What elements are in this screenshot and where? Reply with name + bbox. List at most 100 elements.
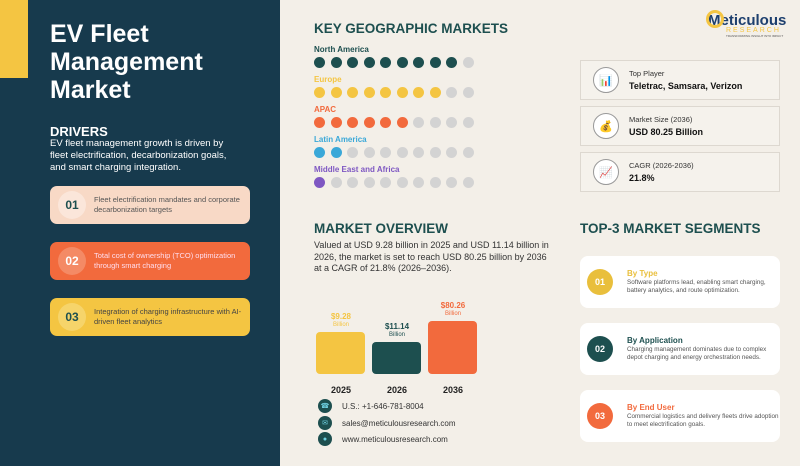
empty-dot	[347, 177, 358, 188]
empty-dot	[429, 177, 441, 188]
phone-text: U.S.: +1-646-781-8004	[342, 401, 424, 411]
driver-text: Total cost of ownership (TCO) optimizati…	[94, 251, 236, 270]
filled-dot	[363, 57, 375, 68]
empty-dot	[363, 147, 375, 158]
bar-value: $11.14	[384, 322, 410, 331]
region-label: North America	[314, 45, 369, 54]
filled-dot	[330, 147, 342, 158]
accent-block	[0, 0, 28, 78]
region-row: Latin America	[314, 135, 474, 158]
bar-2036	[428, 321, 477, 374]
driver-number: 01	[58, 191, 86, 219]
filled-dot	[314, 57, 325, 68]
segment-title: By Application	[627, 336, 683, 345]
driver-card: 02 Total cost of ownership (TCO) optimiza…	[50, 242, 250, 280]
stat-cagr: 📈 CAGR (2026-2036) 21.8%	[580, 152, 780, 192]
empty-dot	[413, 117, 424, 128]
region-row: APAC	[314, 105, 474, 128]
logo: Meticulous RESEARCH TRANSFORMING INSIGHT I…	[706, 10, 787, 38]
empty-dot	[446, 117, 457, 128]
segment-number: 03	[587, 403, 613, 429]
overview-text: Valued at USD 9.28 billion in 2025 and U…	[314, 240, 549, 273]
region-dots	[314, 87, 474, 98]
magnifier-icon	[706, 10, 724, 28]
filled-dot	[380, 87, 391, 98]
empty-dot	[380, 177, 391, 188]
filled-dot	[429, 57, 441, 68]
filled-dot	[314, 87, 325, 98]
stat-label: Top Player	[629, 69, 665, 78]
empty-dot	[380, 147, 391, 158]
region-row: North America	[314, 45, 474, 68]
empty-dot	[429, 117, 441, 128]
driver-card: 03 Integration of charging infrastructure…	[50, 298, 250, 336]
email-text: sales@meticulousresearch.com	[342, 418, 456, 428]
stat-value: 21.8%	[629, 173, 655, 183]
empty-dot	[363, 177, 375, 188]
bar-2026	[372, 342, 421, 374]
driver-text: Integration of charging infrastructure w…	[94, 307, 242, 326]
stat-value: USD 80.25 Billion	[629, 127, 704, 137]
bar-unit: Billion	[388, 332, 405, 338]
segment-text: Commercial logistics and delivery fleets…	[627, 413, 779, 428]
filled-dot	[396, 117, 408, 128]
segment-card: 01 By Type Software platforms lead, enabli…	[580, 256, 780, 308]
empty-dot	[446, 87, 457, 98]
bar-label: $80.26 Billion	[428, 302, 478, 318]
filled-dot	[330, 87, 342, 98]
contact-phone[interactable]: ☎ U.S.: +1-646-781-8004	[318, 399, 424, 413]
empty-dot	[396, 177, 408, 188]
money-bag-icon: 💰	[593, 113, 619, 139]
empty-dot	[462, 87, 474, 98]
globe-icon: ●	[318, 432, 332, 446]
driver-card: 01 Fleet electrification mandates and cor…	[50, 186, 250, 224]
logo-sub: RESEARCH	[726, 27, 781, 34]
empty-dot	[462, 117, 474, 128]
driver-number: 02	[58, 247, 86, 275]
filled-dot	[380, 57, 391, 68]
filled-dot	[314, 117, 325, 128]
left-panel	[0, 0, 280, 466]
bar-value: $9.28	[330, 312, 352, 321]
region-dots	[314, 57, 474, 68]
region-dots	[314, 147, 474, 158]
region-label: Middle East and Africa	[314, 165, 400, 174]
filled-dot	[347, 87, 358, 98]
empty-dot	[462, 177, 474, 188]
filled-dot	[347, 117, 358, 128]
bar-unit: Billion	[332, 322, 349, 328]
empty-dot	[396, 147, 408, 158]
filled-dot	[396, 57, 408, 68]
filled-dot	[413, 87, 424, 98]
segments-heading: TOP-3 MARKET SEGMENTS	[580, 221, 761, 236]
logo-name: Meticulous	[708, 12, 787, 29]
segment-card: 02 By Application Charging management domi…	[580, 323, 780, 375]
stat-value: Teletrac, Samsara, Verizon	[629, 81, 743, 91]
segment-number: 02	[587, 336, 613, 362]
contact-email[interactable]: ✉ sales@meticulousresearch.com	[318, 416, 456, 430]
email-icon: ✉	[318, 416, 332, 430]
region-row: Europe	[314, 75, 474, 98]
drivers-text: EV fleet management growth is driven by …	[50, 138, 227, 173]
x-tick-label: 2036	[442, 385, 464, 395]
web-text: www.meticulousresearch.com	[342, 434, 448, 444]
region-label: APAC	[314, 105, 337, 114]
empty-dot	[347, 147, 358, 158]
segment-title: By End User	[627, 403, 675, 412]
filled-dot	[347, 57, 358, 68]
bar-unit: Billion	[444, 311, 461, 317]
segment-number: 01	[587, 269, 613, 295]
overview-heading: MARKET OVERVIEW	[314, 221, 449, 236]
stat-top-player: 📊 Top Player Teletrac, Samsara, Verizon	[580, 60, 780, 100]
segment-text: Software platforms lead, enabling smart …	[627, 279, 766, 294]
stat-label: CAGR (2026-2036)	[629, 161, 694, 170]
trend-chart-icon: 📈	[593, 159, 619, 185]
filled-dot	[363, 87, 375, 98]
bar-chart-icon: 📊	[593, 67, 619, 93]
filled-dot	[314, 147, 325, 158]
contact-web[interactable]: ● www.meticulousresearch.com	[318, 432, 448, 446]
bar-2025	[316, 332, 365, 374]
bar-label: $11.14 Billion	[372, 323, 422, 339]
empty-dot	[446, 147, 457, 158]
segment-title: By Type	[627, 269, 658, 278]
